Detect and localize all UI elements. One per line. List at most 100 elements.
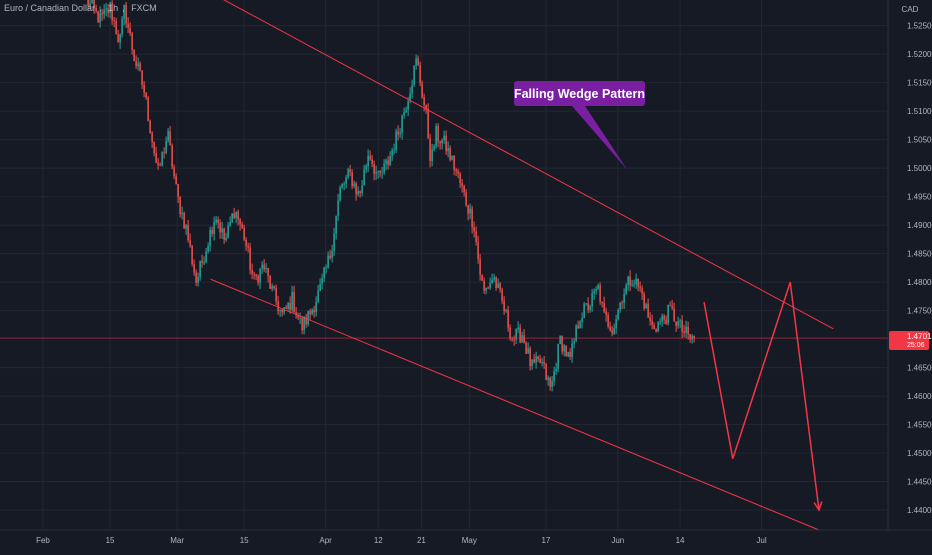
candle-body: [673, 308, 675, 322]
projection-arrowhead: [813, 501, 823, 512]
candle-body: [669, 305, 671, 306]
candle-body: [225, 237, 227, 240]
candle-body: [661, 315, 663, 322]
candle-body: [385, 160, 387, 164]
candle-body: [665, 319, 667, 324]
candle-body: [329, 255, 331, 258]
candle-body: [517, 327, 519, 330]
candle-body: [679, 320, 681, 322]
candle-body: [215, 219, 217, 223]
symbol-name: Euro / Canadian Dollar: [4, 3, 96, 13]
symbol-title[interactable]: Euro / Canadian Dollar, 1h, FXCM: [4, 3, 157, 13]
candle-body: [629, 276, 631, 286]
candle-body: [377, 170, 379, 173]
candle-body: [491, 279, 493, 284]
candle-body: [367, 156, 369, 166]
candle-body: [445, 135, 447, 152]
candle-body: [229, 222, 231, 226]
candle-body: [413, 65, 415, 86]
candle-body: [461, 183, 463, 187]
candle-body: [589, 306, 591, 310]
candle-body: [241, 224, 243, 228]
candle-body: [501, 289, 503, 301]
candle-body: [573, 341, 575, 344]
candle-body: [309, 310, 311, 315]
candle-body: [91, 0, 93, 4]
candle-body: [209, 229, 211, 247]
candle-body: [147, 97, 149, 121]
candle-body: [155, 153, 157, 163]
candle-body: [373, 163, 375, 174]
candle-body: [97, 10, 99, 23]
candle-body: [335, 215, 337, 234]
candle-body: [107, 8, 109, 13]
candle-body: [131, 33, 133, 50]
candle-body: [361, 185, 363, 193]
candle-body: [251, 269, 253, 274]
candle-body: [289, 302, 291, 310]
candle-body: [483, 280, 485, 291]
candle-body: [469, 208, 471, 214]
candle-body: [647, 303, 649, 318]
time-tick-label: 21: [417, 536, 426, 545]
candle-body: [181, 212, 183, 214]
candle-body: [447, 147, 449, 152]
candle-body: [565, 345, 567, 357]
candle-body: [533, 359, 535, 363]
candle-body: [319, 283, 321, 291]
candle-body: [495, 277, 497, 289]
candle-body: [437, 126, 439, 142]
candle-body: [227, 225, 229, 238]
candle-body: [201, 260, 203, 263]
candle-body: [291, 291, 293, 310]
candle-body: [545, 363, 547, 380]
candle-body: [365, 165, 367, 170]
candle-body: [123, 4, 125, 19]
candle-body: [191, 245, 193, 264]
candle-body: [563, 345, 565, 352]
candle-body: [353, 183, 355, 187]
candle-body: [327, 255, 329, 268]
candle-body: [177, 184, 179, 197]
candle-body: [261, 264, 263, 269]
candle-body: [633, 284, 635, 285]
candle-body: [187, 225, 189, 241]
candle-body: [267, 268, 269, 277]
price-tick-label: 1.49500: [907, 193, 932, 202]
candle-body: [465, 192, 467, 206]
candle-body: [649, 317, 651, 321]
candle-body: [205, 251, 207, 263]
symbol-interval: 1h: [108, 3, 119, 13]
candle-body: [347, 169, 349, 178]
candle-body: [383, 163, 385, 173]
candle-body: [653, 325, 655, 330]
candle-body: [619, 302, 621, 310]
candle-body: [685, 326, 687, 333]
candle-body: [375, 172, 377, 174]
candle-body: [511, 338, 513, 340]
candle-body: [557, 343, 559, 369]
candle-body: [693, 335, 695, 339]
candle-body: [509, 327, 511, 339]
candle-body: [581, 317, 583, 322]
candle-body: [281, 309, 283, 313]
currency-label: CAD: [902, 5, 919, 14]
candle-body: [481, 274, 483, 281]
time-tick-label: 12: [374, 536, 383, 545]
candle-body: [597, 285, 599, 289]
candle-body: [315, 302, 317, 313]
candle-body: [521, 335, 523, 343]
candle-body: [415, 58, 417, 66]
candle-body: [677, 321, 679, 326]
candle-body: [345, 177, 347, 184]
candle-body: [507, 309, 509, 328]
candle-body: [433, 146, 435, 150]
candle-body: [499, 283, 501, 290]
candle-body: [519, 327, 521, 343]
candle-body: [213, 222, 215, 235]
candle-body: [601, 301, 603, 303]
candle-body: [427, 109, 429, 139]
candle-body: [217, 219, 219, 224]
